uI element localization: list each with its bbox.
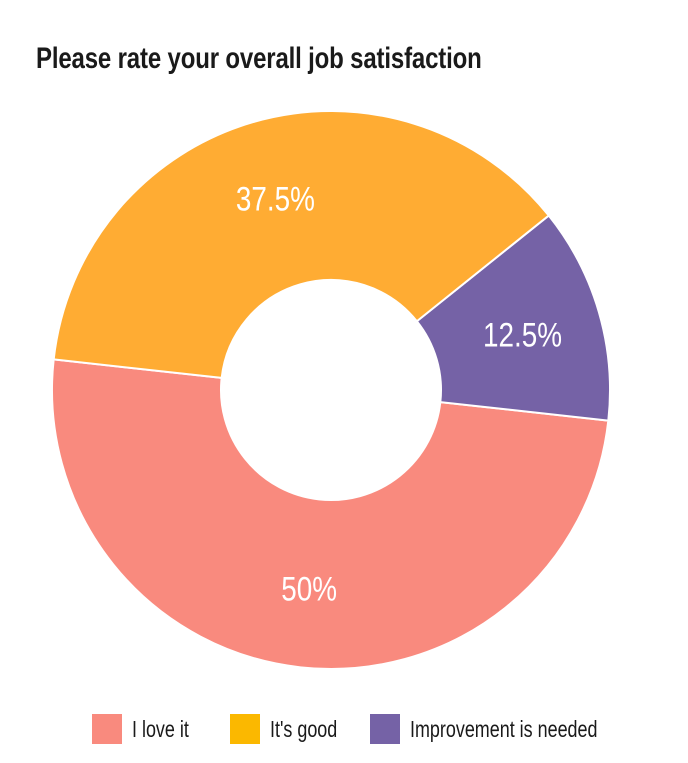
slice-label-i-love-it: 50% xyxy=(281,570,337,608)
slice-label-its-good: 37.5% xyxy=(236,180,315,218)
chart-title: Please rate your overall job satisfactio… xyxy=(36,42,482,75)
slice-its-good[interactable] xyxy=(52,110,551,380)
donut-chart: 50% 12.5% 37.5% xyxy=(51,110,611,670)
legend: I love it It's good Improvement is neede… xyxy=(0,712,688,748)
legend-label: Improvement is needed xyxy=(410,716,598,742)
legend-swatch xyxy=(230,714,260,744)
legend-label: It's good xyxy=(270,716,338,742)
slice-label-improvement-is-needed: 12.5% xyxy=(483,316,562,354)
legend-swatch xyxy=(370,714,400,744)
legend-label: I love it xyxy=(132,716,189,742)
slice-improvement-is-needed[interactable] xyxy=(415,214,611,422)
slice-i-love-it[interactable] xyxy=(51,358,610,670)
legend-swatch xyxy=(92,714,122,744)
